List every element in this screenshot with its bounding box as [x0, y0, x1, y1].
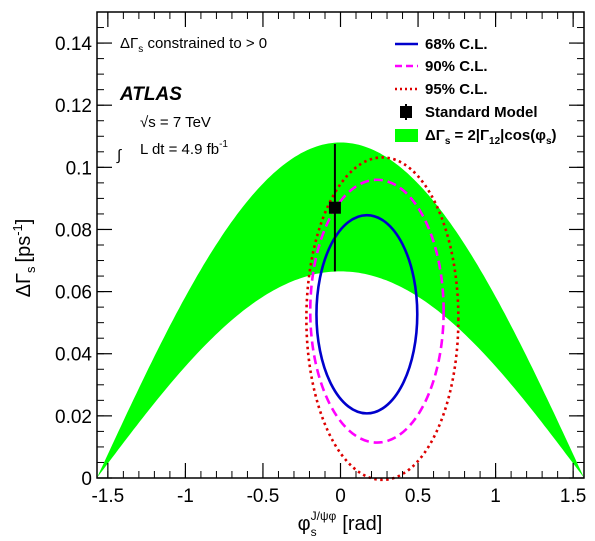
lumi-annotation: L dt = 4.9 fb-1 — [140, 139, 228, 158]
legend-sm-marker — [400, 106, 412, 118]
y-tick-label: 0.06 — [55, 283, 92, 304]
legend-68-label: 68% C.L. — [425, 36, 488, 53]
x-tick-label: -0.5 — [247, 486, 280, 507]
x-tick-label: 0 — [335, 486, 346, 507]
point-layer — [328, 144, 341, 272]
x-tick-label: -1 — [177, 486, 194, 507]
label-layer: -1.5 -1 -0.5 0 0.5 1 1.5 0 0.02 0.04 0.06 0.08 0.1 0.… — [55, 34, 586, 507]
atlas-label: ATLAS — [119, 84, 182, 105]
y-tick-label: 0.14 — [55, 34, 92, 55]
integral-sign: ∫ — [116, 147, 123, 164]
contour-layer — [305, 156, 460, 482]
legend-band-label: ΔΓs = 2|Γ12|cos(φs) — [425, 127, 557, 147]
y-axis-title: ΔΓs[ps-1] — [10, 219, 38, 298]
band-layer — [97, 142, 584, 478]
x-tick-label: 1.5 — [560, 486, 586, 507]
x-tick-label: -1.5 — [91, 486, 124, 507]
legend-sm-label: Standard Model — [425, 104, 538, 121]
y-tick-label: 0.04 — [55, 345, 92, 366]
contour-90 — [308, 178, 445, 444]
y-tick-label: 0.1 — [66, 158, 92, 179]
y-tick-label: 0.08 — [55, 220, 92, 241]
x-tick-label: 0.5 — [405, 486, 431, 507]
band-area — [97, 142, 584, 478]
y-tick-label: 0 — [81, 469, 92, 490]
x-tick-label: 1 — [490, 486, 501, 507]
legend-band-swatch — [395, 129, 418, 142]
contour-68 — [315, 213, 419, 415]
legend-90-label: 90% C.L. — [425, 58, 488, 75]
x-axis-title: φsJ/ψφ [rad] — [298, 509, 383, 539]
tick-layer — [97, 11, 584, 479]
legend-95-label: 95% C.L. — [425, 81, 488, 98]
legend: 68% C.L. 90% C.L. 95% C.L. Standard Mode… — [395, 36, 557, 147]
constraint-annotation: ΔΓs constrained to > 0 — [120, 35, 267, 55]
energy-annotation: √s = 7 TeV — [140, 114, 211, 131]
y-tick-label: 0.12 — [55, 96, 92, 117]
contour-95 — [305, 156, 460, 482]
sm-marker — [328, 201, 341, 214]
y-tick-label: 0.02 — [55, 407, 92, 428]
